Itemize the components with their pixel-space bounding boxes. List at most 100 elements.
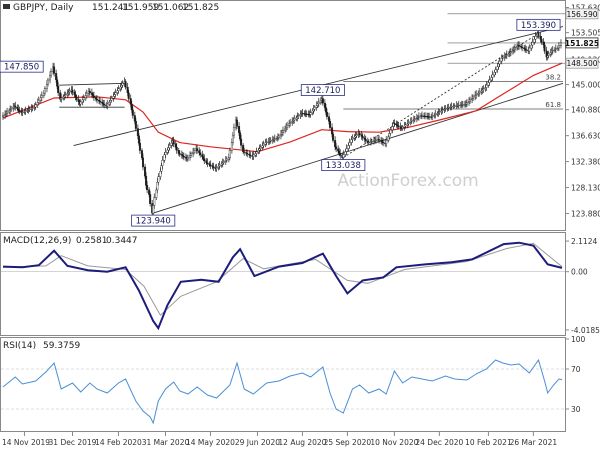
candle-body: [75, 96, 78, 100]
date-tick-label: 14 Feb 2020: [95, 438, 142, 447]
candle-body: [239, 132, 242, 140]
candle-body: [68, 91, 71, 93]
price-label-box: [321, 159, 366, 171]
candle-body: [238, 126, 241, 133]
candle-body: [148, 189, 151, 195]
candle-body: [497, 63, 500, 67]
price-level-badge-label: 151.825: [565, 39, 599, 48]
price-y-tick-label: 145.000: [571, 81, 600, 90]
candle-body: [540, 38, 543, 43]
candle-body: [293, 118, 296, 121]
candle-body: [557, 45, 560, 49]
candle-body: [45, 84, 48, 89]
candle-body: [358, 133, 361, 136]
candle-body: [501, 57, 504, 59]
candle-body: [447, 107, 450, 109]
candle-body: [498, 60, 501, 65]
candle-body: [144, 166, 147, 177]
candle-body: [337, 148, 340, 152]
candle-body: [212, 166, 215, 168]
candle-body: [108, 101, 111, 105]
candle-body: [543, 44, 546, 52]
candle-body: [505, 54, 508, 56]
candle-body: [393, 122, 396, 125]
ema-line: [2, 62, 563, 153]
candle-body: [279, 133, 282, 137]
candle-body: [404, 124, 407, 127]
candle-body: [71, 89, 74, 93]
candle-body: [537, 33, 540, 37]
candle-body: [228, 150, 231, 159]
candle-body: [323, 102, 326, 108]
candle-body: [528, 47, 531, 52]
candle-body: [116, 90, 119, 93]
candle-body: [206, 162, 209, 164]
candle-body: [345, 148, 348, 152]
candle-body: [521, 46, 524, 49]
candle-body: [542, 41, 545, 46]
candle-body: [332, 133, 335, 141]
candle-body: [444, 108, 447, 110]
candle-body: [186, 157, 189, 160]
candle-body: [273, 138, 276, 140]
price-y-tick-label: 153.505: [571, 29, 600, 38]
candle-body: [145, 175, 148, 186]
macd-signal-line: [2, 242, 563, 316]
candle-body: [385, 140, 388, 144]
candle-body: [374, 139, 377, 141]
candle-body: [434, 114, 437, 116]
candle-body: [494, 69, 497, 73]
candle-body: [84, 95, 87, 98]
candle-body: [126, 86, 129, 94]
candle-body: [230, 142, 233, 151]
candle-body: [289, 122, 292, 124]
candle-body: [531, 41, 534, 46]
candle-body: [82, 97, 85, 101]
macd-signal-value: 0.3447: [106, 236, 138, 246]
candle-body: [312, 108, 315, 112]
candle-body: [491, 74, 494, 78]
candle-body: [114, 92, 117, 95]
candle-body: [305, 113, 308, 115]
candle-body: [196, 148, 199, 151]
price-y-tick-label: 136.630: [571, 132, 600, 141]
candle-body: [193, 150, 196, 153]
candle-body: [240, 138, 243, 146]
candle-body: [313, 107, 316, 110]
candle-body: [325, 111, 328, 117]
candle-body: [554, 48, 557, 50]
candle-body: [559, 42, 562, 46]
candle-body: [174, 143, 177, 148]
candle-body: [364, 139, 367, 142]
candle-body: [259, 147, 262, 149]
candle-body: [74, 94, 77, 98]
candle-body: [146, 185, 149, 191]
candle-body: [488, 79, 491, 83]
price-level-badge-label: 156.590: [566, 10, 597, 19]
candle-body: [109, 100, 112, 103]
candle-body: [513, 47, 516, 50]
candle-body: [159, 171, 162, 177]
candle-body: [163, 154, 166, 161]
candle-body: [319, 100, 322, 103]
candle-body: [249, 154, 252, 156]
candle-body: [351, 138, 354, 140]
candle-body: [487, 82, 490, 86]
candle-body: [182, 156, 185, 158]
candle-body: [156, 182, 159, 191]
date-tick-label: 14 Nov 2019: [2, 438, 50, 447]
candle-body: [282, 130, 285, 133]
price-label: 123.940: [136, 217, 171, 227]
candle-body: [397, 125, 400, 127]
ohlc-close: 151.825: [182, 3, 219, 13]
candle-body: [321, 98, 324, 104]
candle-body: [157, 176, 160, 183]
date-tick-label: 14 May 2020: [186, 438, 235, 447]
price-label-box: [131, 214, 176, 227]
candle-body: [317, 101, 320, 105]
candle-body: [106, 103, 109, 107]
candle-body: [131, 109, 134, 116]
candle-body: [198, 150, 201, 153]
candle-body: [367, 141, 370, 144]
